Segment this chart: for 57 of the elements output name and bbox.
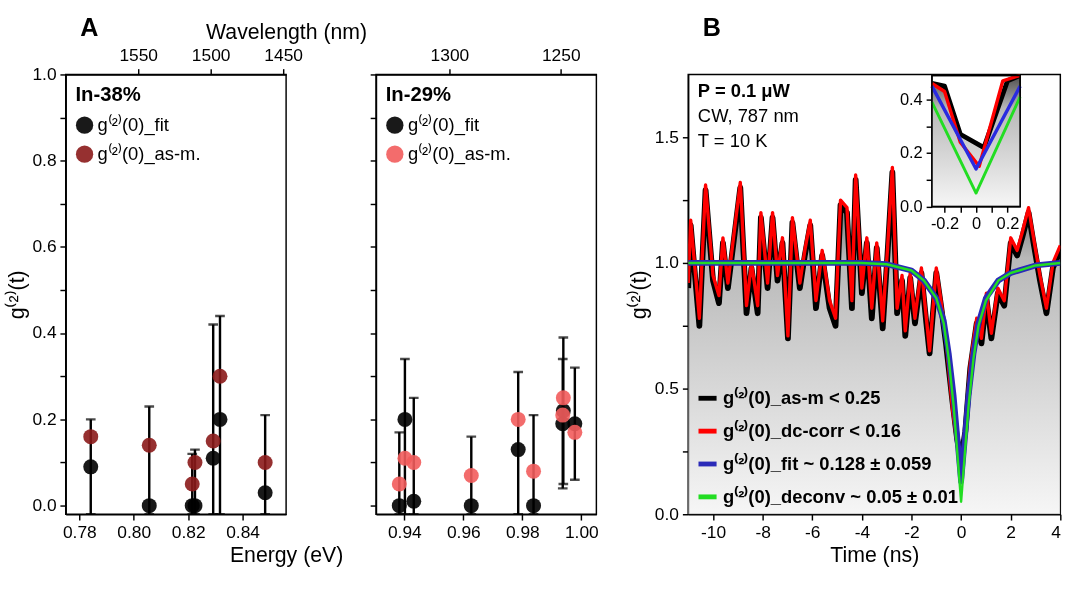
x-tick-label: -0.2 [930,214,960,233]
legend-title: In-29% [385,82,452,105]
y-tick-label: 0.0 [654,503,680,524]
x2-tick-label: 1250 [541,45,581,66]
x-tick-label: -8 [755,521,771,542]
legend-label: g⁽²⁾(0)_fit [97,114,169,137]
x-tick-label: -4 [854,521,871,542]
x-tick-label: -6 [805,521,821,542]
x-tick-label: 4 [1051,521,1062,542]
annotation: T = 10 K [697,129,769,151]
y-tick-label: 0.4 [32,322,57,343]
x-axis-title: Energy (eV) [229,543,344,568]
y-tick-label: 0.0 [32,494,57,515]
y-tick-label: 1.0 [654,252,680,273]
x-tick-label: 0.96 [446,521,481,542]
y-tick-label: 0.4 [899,89,923,108]
y-tick-label: 0.2 [32,408,57,429]
y-axis-title: g⁽²⁾(t) [3,270,29,320]
x-tick-label: 0.94 [387,521,423,542]
x-tick-label: 1.00 [564,521,599,542]
legend-label: g⁽²⁾(0)_deconv ~ 0.05 ± 0.01 [723,484,958,507]
x-tick-label: 2 [1006,521,1017,542]
x-tick-label: -2 [904,521,920,542]
x2-axis-title: Wavelength (nm) [206,20,368,45]
y-tick-label: 0.5 [654,377,680,398]
legend-label: g⁽²⁾(0)_as-m. [97,143,201,166]
annotation: CW, 787 nm [697,104,799,126]
y-tick-label: 0.2 [899,143,923,162]
x-tick-label: 0.80 [117,521,152,542]
legend-label: g⁽²⁾(0)_as-m. [407,143,511,166]
x-tick-label: 0.98 [505,521,540,542]
y-tick-label: 0.6 [32,236,57,257]
legend-title: In-38% [75,82,141,105]
x-tick-label: 0.82 [171,521,206,542]
legend-label: g⁽²⁾(0)_fit [407,114,480,137]
x-tick-label: 0 [971,214,982,233]
text: A [80,12,99,41]
y-tick-label: 0.8 [32,150,57,171]
legend-label: g⁽²⁾(0)_as-m < 0.25 [723,386,881,409]
x-tick-label: 0.2 [996,214,1020,233]
y-tick-label: 1.0 [32,63,57,84]
x-tick-label: 0 [956,521,967,542]
x2-tick-label: 1550 [119,45,159,66]
x2-tick-label: 1450 [264,45,304,66]
y-tick-label: 1.5 [654,126,680,147]
y-tick-label: 0.0 [899,196,923,215]
text: B [702,12,721,41]
x2-tick-label: 1500 [191,45,231,66]
annotation: P = 0.1 μW [697,79,791,101]
x2-tick-label: 1300 [430,45,470,66]
x-tick-label: -10 [700,521,727,542]
x-tick-label: 0.84 [226,521,261,542]
legend-label: g⁽²⁾(0)_fit ~ 0.128 ± 0.059 [723,451,932,474]
x-axis-title: Time (ns) [830,543,920,568]
x-tick-label: 0.78 [62,521,97,542]
legend-label: g⁽²⁾(0)_dc-corr < 0.16 [723,418,901,441]
y-axis-title: g⁽²⁾(t) [626,270,652,320]
